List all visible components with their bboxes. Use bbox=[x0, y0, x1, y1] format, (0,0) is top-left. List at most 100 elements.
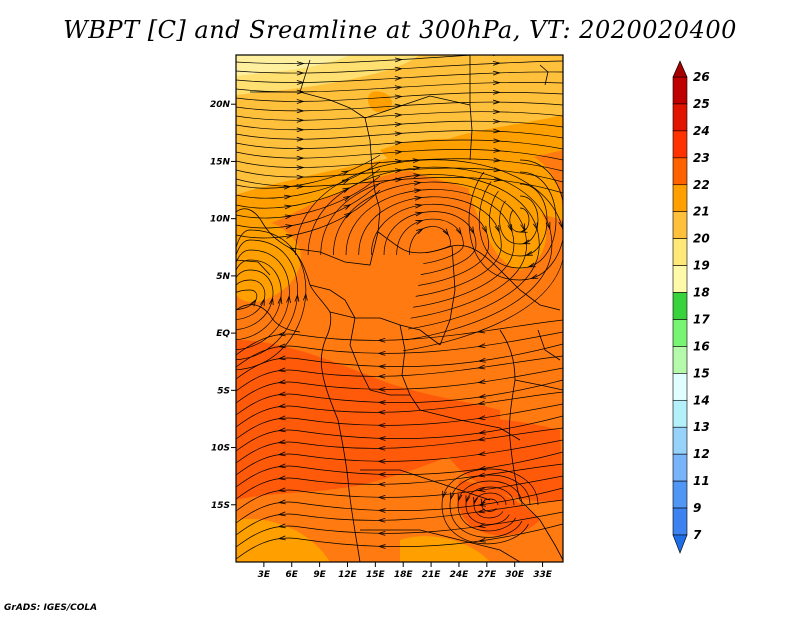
lon-tick-label: 15E bbox=[366, 570, 386, 580]
colorbar-box bbox=[672, 103, 688, 132]
streamline-arrow bbox=[277, 499, 286, 505]
streamline-arrow bbox=[277, 367, 286, 373]
field-22-west bbox=[236, 218, 301, 303]
streamline-arrow bbox=[477, 487, 486, 493]
map-frame bbox=[235, 54, 564, 563]
streamline-arrow bbox=[545, 221, 551, 230]
streamline-arrow bbox=[477, 523, 486, 529]
lon-tick-label: 27E bbox=[477, 570, 497, 580]
streamline-arrow bbox=[492, 61, 501, 66]
streamline bbox=[236, 439, 563, 476]
streamline-arrow bbox=[377, 531, 386, 536]
streamline-arrow bbox=[277, 343, 286, 349]
border-line bbox=[514, 379, 563, 391]
streamline-arrow bbox=[344, 212, 352, 219]
streamline-arrow bbox=[477, 508, 486, 514]
border-line bbox=[329, 311, 441, 346]
colorbar-label: 19 bbox=[693, 259, 710, 273]
streamline-arrow bbox=[477, 465, 486, 471]
streamline bbox=[236, 463, 563, 500]
streamline-arrow bbox=[507, 224, 513, 233]
streamline-arrow bbox=[377, 517, 386, 523]
streamline bbox=[441, 468, 539, 545]
streamline-arrow bbox=[533, 222, 538, 231]
streamline bbox=[236, 451, 563, 488]
streamline-arrow bbox=[481, 225, 488, 234]
streamline-arrow bbox=[414, 196, 423, 201]
streamline-arrow bbox=[492, 99, 501, 105]
lat-tick-label: 10N bbox=[210, 215, 231, 225]
streamline-arrow bbox=[394, 75, 403, 81]
streamline-arrow bbox=[477, 379, 486, 385]
streamline-arrow bbox=[260, 297, 265, 306]
streamline-arrow bbox=[296, 61, 305, 67]
streamline bbox=[236, 111, 563, 121]
colorbar-top-triangle bbox=[672, 60, 688, 78]
streamline-arrow bbox=[477, 415, 486, 421]
streamline-arrow bbox=[377, 495, 386, 500]
border-line bbox=[299, 59, 311, 93]
lat-tick-label: 15S bbox=[211, 501, 230, 511]
streamline-arrow bbox=[296, 70, 305, 76]
streamline bbox=[236, 487, 563, 524]
streamline-arrow bbox=[377, 445, 386, 451]
streamline-arrow bbox=[377, 472, 386, 477]
lon-tick-label: 18E bbox=[394, 570, 414, 580]
streamline-arrow bbox=[477, 393, 486, 399]
streamline bbox=[236, 182, 381, 229]
streamline-arrow bbox=[480, 498, 486, 507]
streamline-arrow bbox=[377, 364, 386, 369]
streamline-arrow bbox=[493, 148, 502, 153]
streamline-arrow bbox=[296, 108, 305, 114]
streamline-arrow bbox=[377, 544, 386, 549]
streamline-arrow bbox=[395, 168, 404, 174]
streamline-arrow bbox=[343, 203, 352, 210]
streamline-arrow bbox=[394, 57, 403, 63]
colorbar-box bbox=[672, 373, 688, 401]
streamline-arrow bbox=[277, 535, 286, 541]
lon-tick-label: 9E bbox=[313, 570, 326, 580]
field-19-north bbox=[236, 55, 350, 76]
streamline-arrow bbox=[277, 463, 286, 469]
colorbar-box bbox=[672, 426, 688, 455]
streamline-arrow bbox=[277, 523, 286, 529]
streamline bbox=[236, 168, 381, 209]
streamline-arrow bbox=[377, 459, 386, 464]
colorbar-label: 23 bbox=[693, 151, 710, 165]
border-line bbox=[289, 231, 379, 266]
streamline-arrow bbox=[283, 194, 293, 200]
streamline-arrow bbox=[296, 80, 305, 85]
map-title: WBPT [C] and Sreamline at 300hPa, VT: 20… bbox=[63, 16, 737, 44]
streamline-arrow bbox=[394, 149, 403, 155]
streamline-arrow bbox=[477, 357, 486, 363]
streamline-arrow bbox=[277, 379, 286, 385]
colorbar-box bbox=[672, 480, 688, 509]
colorbar-label: 16 bbox=[693, 339, 710, 353]
streamline-arrow bbox=[377, 387, 386, 392]
streamline bbox=[236, 279, 266, 320]
colorbar-label: 13 bbox=[693, 420, 710, 434]
streamline-arrow bbox=[377, 436, 386, 441]
lon-tick-label: 6E bbox=[286, 570, 299, 580]
streamline-arrow bbox=[477, 364, 486, 370]
streamline-arrow bbox=[277, 295, 283, 305]
streamline-arrow bbox=[296, 89, 305, 95]
streamline bbox=[499, 195, 539, 245]
streamline-arrow bbox=[465, 495, 471, 504]
border-line bbox=[369, 389, 410, 396]
streamline bbox=[478, 171, 557, 269]
colorbar-label: 9 bbox=[693, 501, 701, 515]
streamline bbox=[236, 415, 563, 452]
lat-tick-label: 20N bbox=[210, 100, 231, 110]
streamline-arrow bbox=[277, 451, 286, 457]
streamline-arrow bbox=[342, 195, 351, 202]
streamline-arrow bbox=[296, 174, 305, 180]
streamline-arrow bbox=[415, 220, 424, 225]
colorbar-box bbox=[672, 184, 688, 213]
streamline bbox=[236, 403, 563, 440]
streamline-arrow bbox=[493, 119, 502, 124]
colorbar-box bbox=[672, 399, 688, 428]
streamline-arrow bbox=[413, 173, 422, 179]
border-line bbox=[236, 259, 271, 276]
